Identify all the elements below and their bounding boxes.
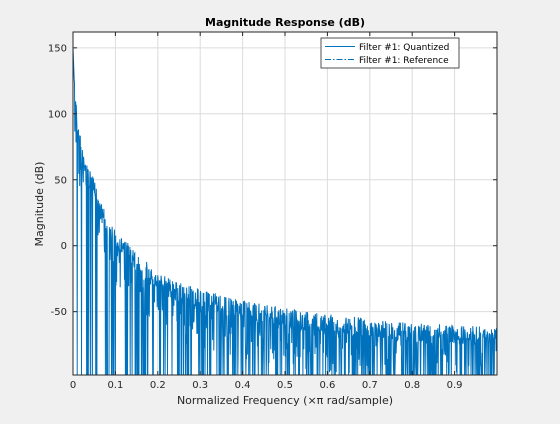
y-tick-label: 50 xyxy=(54,175,67,186)
x-tick-label: 0.1 xyxy=(107,380,123,391)
y-axis-label: Magnitude (dB) xyxy=(33,162,46,247)
x-tick-label: 0.7 xyxy=(362,380,378,391)
x-tick-label: 0.8 xyxy=(404,380,420,391)
legend-box xyxy=(320,37,460,69)
series-quantized-line xyxy=(73,47,497,375)
data-layer xyxy=(73,47,497,375)
x-tick-label: 0.3 xyxy=(192,380,208,391)
legend[interactable]: Filter #1: Quantized Filter #1: Referenc… xyxy=(320,37,460,69)
tick-labels: 0 0.1 0.2 0.3 0.4 0.5 0.6 0.7 0.8 0.9 -50 0 50 100 150 xyxy=(48,43,463,391)
x-tick-label: 0.4 xyxy=(235,380,251,391)
x-tick-label: 0.6 xyxy=(319,380,335,391)
y-tick-label: 100 xyxy=(48,109,67,120)
legend-label-reference: Filter #1: Reference xyxy=(359,56,449,66)
y-tick-label: 0 xyxy=(61,241,67,252)
y-tick-label: 150 xyxy=(48,43,67,54)
ticks xyxy=(72,32,497,375)
legend-label-quantized: Filter #1: Quantized xyxy=(359,43,449,53)
x-tick-label: 0.9 xyxy=(447,380,463,391)
grid xyxy=(72,32,497,375)
x-tick-label: 0 xyxy=(70,380,76,391)
chart-title: Magnitude Response (dB) xyxy=(205,16,365,29)
x-axis-label: Normalized Frequency (×π rad/sample) xyxy=(177,394,393,407)
x-tick-label: 0.2 xyxy=(150,380,166,391)
x-tick-label: 0.5 xyxy=(277,380,293,391)
y-tick-label: -50 xyxy=(51,307,67,318)
